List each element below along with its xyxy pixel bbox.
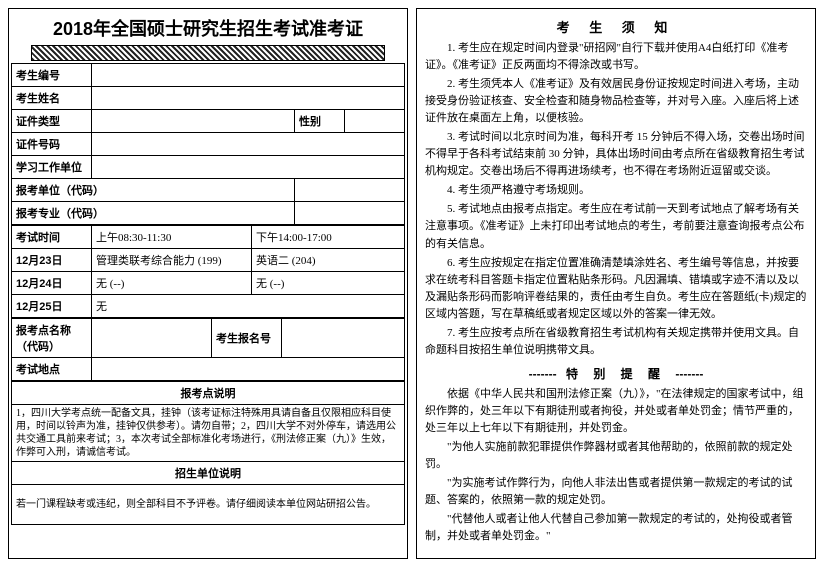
label-doctype: 证件类型: [12, 110, 92, 133]
special-item: "为他人实施前款犯罪提供作弊器材或者其他帮助的，依照前款的规定处罚。: [425, 439, 807, 473]
ticket-title: 2018年全国硕士研究生招生考试准考证: [11, 11, 405, 43]
exam-schedule-table: 考试时间 上午08:30-11:30 下午14:00-17:00 12月23日 …: [11, 225, 405, 318]
notice-item: 7. 考生应按考点所在省级教育招生考试机构有关规定携带并使用文具。自命题科目按招…: [425, 325, 807, 359]
candidate-info-table: 考生编号 考生姓名 证件类型 性别 证件号码 学习工作单位 报考单位（代码） 报…: [11, 63, 405, 225]
value-doctype: [92, 110, 295, 133]
redacted-bar: [31, 45, 385, 61]
label-gender: 性别: [295, 110, 345, 133]
value-examsite: [92, 358, 405, 381]
left-panel: 2018年全国硕士研究生招生考试准考证 考生编号 考生姓名 证件类型 性别 证件…: [8, 8, 408, 559]
value-regno: [282, 319, 405, 358]
value-id: [92, 64, 405, 87]
special-item: 依据《中华人民共和国刑法修正案（九）》，"在法律规定的国家考试中，组织作弊的，处…: [425, 386, 807, 437]
notice-item: 6. 考生应按规定在指定位置准确清楚填涂姓名、考生编号等信息，并按要求在统考科目…: [425, 255, 807, 323]
notice-item: 1. 考生应在规定时间内登录"研招网"自行下载并使用A4白纸打印《准考证》。《准…: [425, 40, 807, 74]
admission-ticket-page: 2018年全国硕士研究生招生考试准考证 考生编号 考生姓名 证件类型 性别 证件…: [8, 8, 820, 559]
d23-am: 管理类联考综合能力 (199): [92, 249, 252, 272]
value-gender: [345, 110, 405, 133]
label-applyunit: 报考单位（代码）: [12, 179, 295, 202]
d25-v: 无: [92, 295, 405, 318]
label-d25: 12月25日: [12, 295, 92, 318]
label-d24: 12月24日: [12, 272, 92, 295]
d23-pm: 英语二 (204): [252, 249, 405, 272]
sec1-title: 报考点说明: [12, 382, 405, 405]
label-name: 考生姓名: [12, 87, 92, 110]
sec2-title: 招生单位说明: [12, 462, 405, 485]
special-item: "代替他人或者让他人代替自己参加第一款规定的考试的，处拘役或者管制，并处或者单处…: [425, 511, 807, 545]
special-item: "为实施考试作弊行为，向他人非法出售或者提供第一款规定的考试的试题、答案的，依照…: [425, 475, 807, 509]
value-applyunit: [295, 179, 405, 202]
value-applymajor: [295, 202, 405, 225]
d24-am: 无 (--): [92, 272, 252, 295]
sec2-body: 若一门课程缺考或违纪，则全部科目不予评卷。请仔细阅读本单位网站研招公告。: [12, 485, 405, 525]
notice-item: 5. 考试地点由报考点指定。考生应在考试前一天到考试地点了解考场有关注意事项。《…: [425, 201, 807, 252]
label-applymajor: 报考专业（代码）: [12, 202, 295, 225]
right-panel: 考 生 须 知 1. 考生应在规定时间内登录"研招网"自行下载并使用A4白纸打印…: [416, 8, 816, 559]
sec1-body: 1，四川大学考点统一配备文具，挂钟（该考证标注特殊用具请自备且仅限相应科目使用，…: [12, 405, 405, 462]
label-sitecode: 报考点名称（代码）: [12, 319, 92, 358]
notice-item: 4. 考生须严格遵守考场规则。: [425, 182, 807, 199]
value-workunit: [92, 156, 405, 179]
d24-pm: 无 (--): [252, 272, 405, 295]
label-workunit: 学习工作单位: [12, 156, 92, 179]
special-body: 依据《中华人民共和国刑法修正案（九）》，"在法律规定的国家考试中，组织作弊的，处…: [425, 386, 807, 545]
am-time: 上午08:30-11:30: [92, 226, 252, 249]
special-title: ------- 特 别 提 醒 -------: [425, 365, 807, 382]
label-id: 考生编号: [12, 64, 92, 87]
label-docno: 证件号码: [12, 133, 92, 156]
label-examtime: 考试时间: [12, 226, 92, 249]
label-d23: 12月23日: [12, 249, 92, 272]
pm-time: 下午14:00-17:00: [252, 226, 405, 249]
notice-body: 1. 考生应在规定时间内登录"研招网"自行下载并使用A4白纸打印《准考证》。《准…: [425, 40, 807, 359]
value-docno: [92, 133, 405, 156]
label-regno: 考生报名号: [212, 319, 282, 358]
notice-item: 3. 考试时间以北京时间为准，每科开考 15 分钟后不得入场，交卷出场时间不得早…: [425, 129, 807, 180]
label-examsite: 考试地点: [12, 358, 92, 381]
notes-table: 报考点说明 1，四川大学考点统一配备文具，挂钟（该考证标注特殊用具请自备且仅限相…: [11, 381, 405, 525]
value-name: [92, 87, 405, 110]
notice-title: 考 生 须 知: [425, 17, 807, 40]
site-table: 报考点名称（代码） 考生报名号 考试地点: [11, 318, 405, 381]
value-sitecode: [92, 319, 212, 358]
notice-item: 2. 考生须凭本人《准考证》及有效居民身份证按规定时间进入考场，主动接受身份验证…: [425, 76, 807, 127]
